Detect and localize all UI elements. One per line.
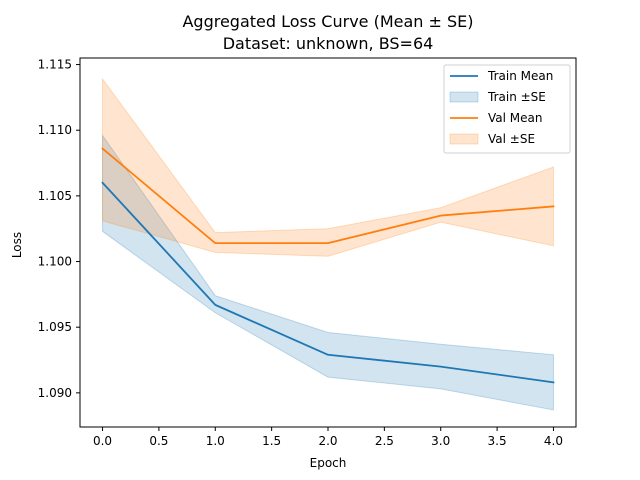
plot-area — [101, 77, 555, 411]
x-tick-label: 1.5 — [262, 434, 281, 448]
line-train-mean — [101, 181, 555, 384]
x-tick-label: 2.0 — [318, 434, 337, 448]
y-tick-label: 1.095 — [38, 320, 72, 334]
legend-label-val-se: Val ±SE — [488, 132, 535, 146]
chart-subtitle: Dataset: unknown, BS=64 — [223, 34, 434, 53]
legend-swatch-val-se — [449, 133, 479, 145]
x-tick-label: 0.0 — [93, 434, 112, 448]
axes: 0.0 0.5 1.0 1.5 2.0 2.5 3.0 3.5 4.0 1.090 1.095 1.1… — [38, 57, 577, 448]
y-tick-label: 1.115 — [38, 58, 72, 72]
legend-box — [443, 64, 571, 154]
x-tick-label: 0.5 — [149, 434, 168, 448]
line-val-mean — [101, 147, 555, 245]
y-tick-label: 1.110 — [38, 123, 72, 137]
legend-label-val-mean: Val Mean — [488, 111, 542, 125]
y-tick-label: 1.090 — [38, 386, 72, 400]
chart-title: Aggregated Loss Curve (Mean ± SE) — [182, 12, 473, 31]
x-axis-label: Epoch — [310, 456, 347, 470]
y-axis-label: Loss — [10, 232, 24, 258]
x-tick-label: 2.5 — [375, 434, 394, 448]
x-tick-label: 3.5 — [488, 434, 507, 448]
legend-swatch-train-se — [449, 91, 479, 103]
x-tick-label: 3.0 — [431, 434, 450, 448]
y-tick-label: 1.105 — [38, 189, 72, 203]
band-val-se — [102, 77, 554, 257]
x-tick-label: 1.0 — [206, 434, 225, 448]
y-tick-label: 1.100 — [38, 255, 72, 269]
legend: Train Mean Train ±SE Val Mean Val ±SE — [443, 64, 571, 154]
legend-label-train-mean: Train Mean — [487, 69, 553, 83]
legend-label-train-se: Train ±SE — [487, 90, 546, 104]
x-tick-label: 4.0 — [544, 434, 563, 448]
